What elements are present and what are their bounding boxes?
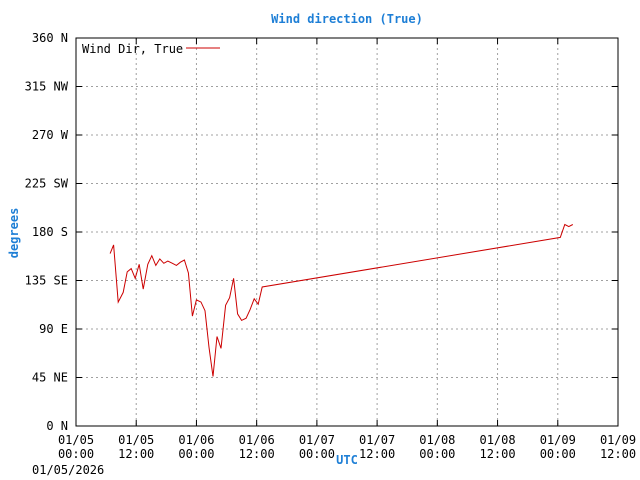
x-axis-label: UTC — [336, 453, 358, 467]
x-tick-label-time: 00:00 — [419, 447, 455, 461]
x-tick-labels: 01/0500:0001/0512:0001/0600:0001/0612:00… — [58, 433, 636, 461]
x-tick-label-date: 01/07 — [299, 433, 335, 447]
y-tick-label: 315 NW — [25, 80, 69, 94]
y-tick-label: 360 N — [32, 31, 68, 45]
x-tick-label-time: 12:00 — [600, 447, 636, 461]
y-tick-label: 180 S — [32, 225, 68, 239]
legend-label: Wind Dir, True — [82, 42, 183, 56]
x-tick-label-date: 01/08 — [419, 433, 455, 447]
y-axis-label: degrees — [7, 208, 21, 259]
x-tick-label-date: 01/06 — [239, 433, 275, 447]
y-tick-label: 0 N — [46, 419, 68, 433]
series-line-wind-dir — [109, 223, 574, 377]
plot-frame — [75, 37, 619, 427]
y-tick-label: 45 NE — [32, 371, 68, 385]
x-tick-label-time: 00:00 — [299, 447, 335, 461]
x-tick-label-time: 00:00 — [178, 447, 214, 461]
x-tick-label-date: 01/05 — [58, 433, 94, 447]
date-note: 01/05/2026 — [32, 463, 104, 477]
y-tick-label: 90 E — [39, 322, 68, 336]
x-tick-label-time: 12:00 — [239, 447, 275, 461]
series-lines — [109, 223, 574, 377]
x-tick-label-time: 12:00 — [359, 447, 395, 461]
grid-lines — [76, 38, 618, 426]
chart-title: Wind direction (True) — [271, 12, 423, 26]
x-tick-label-date: 01/06 — [178, 433, 214, 447]
y-tick-label: 135 SE — [25, 274, 68, 288]
y-tick-labels: 0 N 45 NE 90 E 135 SE 180 S 225 SW 270 W 315 NW… — [25, 31, 69, 433]
legend: Wind Dir, True — [82, 42, 220, 56]
y-tick-label: 225 SW — [25, 177, 69, 191]
x-tick-label-date: 01/07 — [359, 433, 395, 447]
x-tick-label-time: 00:00 — [540, 447, 576, 461]
x-tick-label-date: 01/08 — [479, 433, 515, 447]
x-tick-label-date: 01/09 — [540, 433, 576, 447]
x-tick-label-time: 00:00 — [58, 447, 94, 461]
x-tick-label-time: 12:00 — [479, 447, 515, 461]
x-tick-label-date: 01/05 — [118, 433, 154, 447]
x-tick-label-time: 12:00 — [118, 447, 154, 461]
x-tick-label-date: 01/09 — [600, 433, 636, 447]
y-tick-label: 270 W — [32, 128, 69, 142]
